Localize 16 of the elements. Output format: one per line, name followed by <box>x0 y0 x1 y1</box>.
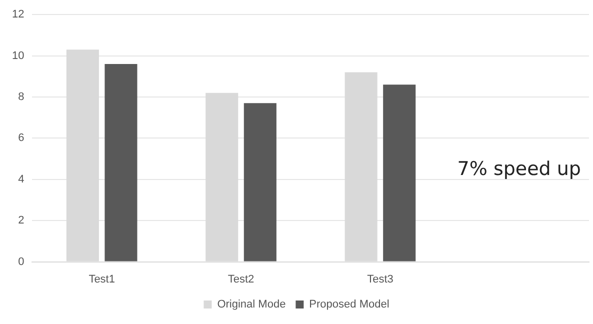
x-tick-label: Test3 <box>367 273 394 286</box>
y-tick-label: 2 <box>18 214 24 227</box>
annotation: 7% speed up <box>457 158 581 180</box>
legend-label: Original Mode <box>217 298 286 311</box>
y-tick-label: 0 <box>18 256 24 268</box>
y-tick-label: 12 <box>12 8 24 21</box>
bar <box>383 84 416 262</box>
y-tick-label: 8 <box>18 91 24 104</box>
x-tick-label: Test2 <box>228 273 254 286</box>
x-tick-label: Test1 <box>88 273 115 286</box>
bar <box>244 103 276 262</box>
legend-label: Proposed Model <box>309 298 390 311</box>
y-tick-label: 10 <box>12 50 24 62</box>
y-tick-label: 6 <box>18 132 24 144</box>
bar <box>104 64 138 262</box>
y-tick-label: 4 <box>18 173 24 186</box>
